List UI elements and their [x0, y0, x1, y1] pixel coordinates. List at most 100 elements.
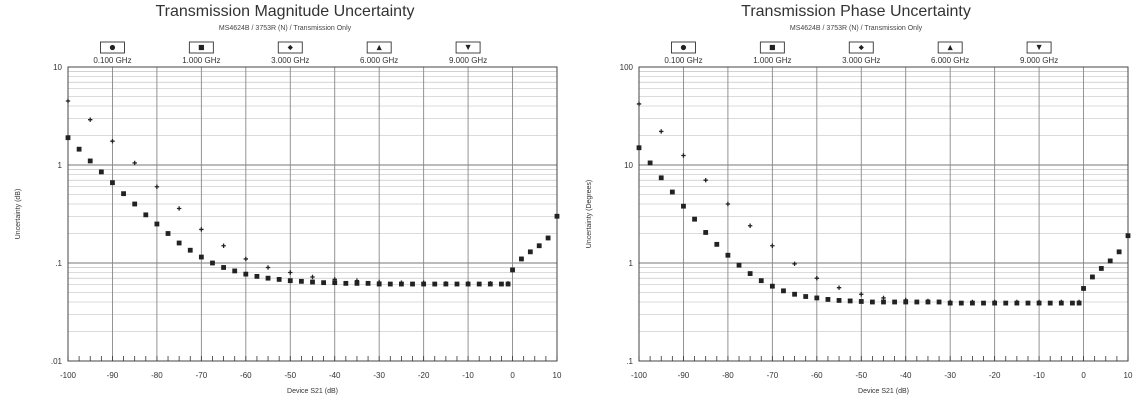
x-tick-label: -80	[151, 371, 163, 380]
series-0	[65, 98, 560, 286]
legend-label: 0.100 GHz	[664, 56, 702, 65]
y-tick-label: 10	[624, 161, 633, 170]
data-point	[365, 280, 371, 286]
chart-title: Transmission Phase Uncertainty	[741, 3, 971, 20]
data-point	[65, 135, 71, 141]
x-tick-label: -20	[418, 371, 430, 380]
data-point	[132, 160, 137, 166]
legend-marker	[680, 44, 687, 51]
data-point	[98, 169, 104, 175]
x-axis-label: Device S21 (dB)	[858, 388, 909, 395]
data-point	[232, 268, 238, 274]
data-point	[892, 299, 898, 305]
x-tick-label: -60	[811, 371, 823, 380]
data-point	[869, 299, 875, 305]
data-point	[399, 281, 404, 287]
data-point	[421, 281, 427, 287]
series-1	[636, 145, 1131, 306]
data-point	[505, 281, 511, 287]
data-point	[254, 273, 260, 279]
data-point	[143, 212, 149, 218]
data-point	[925, 299, 931, 305]
data-point	[936, 299, 942, 305]
data-point	[1090, 274, 1095, 280]
data-point	[1098, 266, 1104, 271]
legend-label: 6.000 GHz	[931, 56, 969, 65]
data-point	[510, 267, 515, 273]
data-point	[287, 278, 293, 284]
data-point	[725, 252, 731, 258]
data-point	[803, 294, 809, 299]
data-point	[536, 243, 542, 249]
x-tick-label: -60	[240, 371, 252, 380]
x-tick-label: 10	[1124, 371, 1133, 380]
data-point	[647, 160, 653, 166]
data-point	[636, 101, 642, 107]
data-point	[265, 275, 271, 281]
data-point	[87, 158, 93, 164]
data-point	[387, 281, 393, 287]
data-point	[554, 213, 560, 219]
data-point	[243, 271, 249, 277]
data-point	[814, 295, 820, 301]
data-point	[1076, 300, 1082, 306]
data-point	[681, 153, 686, 158]
data-point	[332, 280, 338, 286]
data-point	[410, 281, 415, 287]
data-point	[476, 281, 482, 287]
data-point	[432, 281, 438, 287]
data-point	[176, 240, 182, 246]
data-point	[903, 299, 909, 305]
chart-title: Transmission Magnitude Uncertainty	[155, 3, 415, 20]
y-tick-label: .01	[51, 357, 63, 366]
data-point	[198, 254, 204, 260]
legend-marker	[1036, 44, 1042, 51]
data-point	[265, 265, 271, 270]
x-tick-label: -50	[855, 371, 867, 380]
chart-subtitle: MS4624B / 3753R (N) / Transmission Only	[789, 25, 923, 32]
chart-subtitle: MS4624B / 3753R (N) / Transmission Only	[218, 25, 352, 32]
legend-marker	[465, 44, 471, 51]
data-point	[836, 285, 842, 290]
data-point	[858, 299, 864, 304]
data-point	[376, 281, 382, 287]
data-point	[132, 201, 138, 207]
data-point	[681, 203, 686, 209]
legend-marker	[947, 44, 953, 51]
legend-marker	[109, 44, 116, 51]
data-point	[165, 231, 171, 236]
data-point	[154, 221, 160, 227]
x-tick-label: 0	[1081, 371, 1086, 380]
legend-item: 0.100 GHz	[664, 41, 703, 65]
x-tick-label: -90	[107, 371, 119, 380]
data-point	[859, 292, 864, 297]
data-point	[1036, 300, 1042, 306]
grid	[638, 66, 1129, 362]
phase-chart-panel: Transmission Phase Uncertainty MS4624B /…	[571, 0, 1141, 408]
x-tick-label: -20	[989, 371, 1001, 380]
data-point	[454, 281, 460, 287]
legend-item: 6.000 GHz	[360, 41, 398, 65]
legend-item: 1.000 GHz	[753, 41, 791, 65]
x-tick-label: -100	[60, 371, 77, 380]
data-point	[276, 277, 282, 282]
legend-item: 9.000 GHz	[1020, 41, 1058, 65]
data-point	[121, 191, 126, 197]
legend-item: 6.000 GHz	[931, 41, 969, 65]
legend-marker	[287, 44, 293, 51]
data-point	[176, 206, 182, 211]
legend-label: 1.000 GHz	[753, 56, 791, 65]
data-point	[636, 145, 642, 151]
data-point	[781, 288, 786, 294]
data-point	[769, 283, 775, 289]
data-point	[443, 281, 449, 287]
data-point	[187, 247, 193, 253]
data-point	[76, 146, 82, 152]
data-point	[199, 227, 204, 232]
magnitude-chart-plot: -100 -90 -80 -70 -60 -50 -40 -30 -20 -10 0 10101.1.…	[15, 41, 562, 395]
data-point	[847, 298, 853, 304]
data-point	[487, 281, 493, 287]
data-point	[1081, 286, 1086, 291]
data-point	[298, 278, 304, 284]
legend-label: 1.000 GHz	[182, 56, 220, 65]
